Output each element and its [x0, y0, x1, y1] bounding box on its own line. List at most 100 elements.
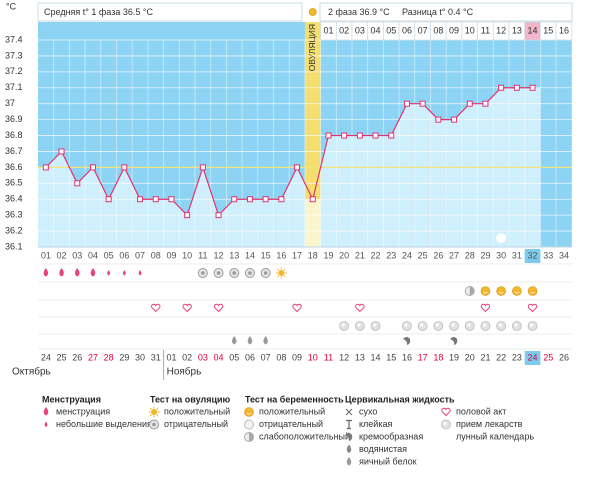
- date-label: 21: [480, 352, 490, 362]
- legend-label: клейкая: [359, 419, 392, 429]
- cycle-day-label: 20: [339, 250, 349, 260]
- day-symbol: [464, 286, 475, 296]
- legend-label: половой акт: [456, 406, 506, 416]
- day-symbol: [402, 321, 412, 331]
- y-tick-label: 36.3: [5, 210, 23, 220]
- day-symbol-part: [498, 323, 502, 327]
- cycle-day-label: 24: [402, 250, 412, 260]
- luteal-day-label: 10: [465, 25, 475, 35]
- date-label: 23: [512, 352, 522, 362]
- legend-title: Менструация: [42, 394, 101, 404]
- day-symbol-part: [247, 336, 253, 345]
- day-symbol-part: [483, 291, 488, 294]
- legend-icon-part: [249, 432, 254, 442]
- day-symbol-part: [496, 233, 507, 243]
- date-label: 29: [119, 352, 129, 362]
- day-symbol-part: [402, 337, 411, 345]
- day-symbol-part: [43, 268, 49, 277]
- day-symbol-part: [283, 275, 286, 278]
- legend-icon: [44, 421, 48, 427]
- luteal-day-label: 13: [512, 25, 522, 35]
- luteal-day-label: 11: [481, 25, 490, 35]
- luteal-day-label: 01: [323, 25, 333, 35]
- day-symbol: [417, 321, 428, 331]
- y-tick-label: 37.4: [5, 34, 23, 44]
- temperature-point: [168, 196, 175, 203]
- legend-icon-part: [156, 414, 159, 417]
- phase1-box: [37, 2, 303, 22]
- temperature-point: [451, 116, 458, 123]
- temperature-point: [388, 132, 395, 139]
- cycle-day-label: 31: [512, 250, 522, 260]
- legend-icon: [149, 419, 159, 430]
- cycle-day-label: 19: [323, 250, 333, 260]
- day-symbol: [480, 286, 491, 296]
- day-symbol: [213, 303, 224, 313]
- day-symbol: [527, 286, 538, 296]
- day-symbol: [402, 337, 411, 345]
- day-symbol-part: [151, 303, 161, 313]
- phase2-box: [319, 2, 573, 22]
- luteal-day-label: 04: [371, 25, 381, 35]
- date-label: 12: [339, 352, 349, 362]
- day-symbol: [339, 321, 350, 331]
- legend-icon: [345, 433, 353, 441]
- day-symbol: [480, 303, 491, 313]
- legend-icon-part: [244, 407, 254, 417]
- cycle-day-label: 32: [528, 250, 538, 260]
- temperature-point: [184, 212, 191, 219]
- legend-icon-part: [345, 433, 353, 441]
- temperature-point: [246, 196, 253, 203]
- temperature-point: [105, 196, 112, 203]
- luteal-day-label: 05: [386, 25, 396, 35]
- temperature-point: [309, 196, 316, 203]
- day-symbol-part: [514, 291, 520, 294]
- day-symbol-part: [467, 323, 471, 327]
- day-symbol-part: [480, 286, 491, 296]
- day-symbol: [151, 303, 161, 313]
- y-tick-label: 36.9: [5, 114, 23, 124]
- day-symbol: [450, 337, 458, 345]
- date-label: 26: [559, 352, 569, 362]
- cycle-day-label: 07: [135, 250, 145, 260]
- cycle-day-label: 08: [151, 250, 161, 260]
- temperature-point: [498, 84, 505, 91]
- day-symbol: [275, 267, 287, 279]
- day-symbol-part: [59, 268, 64, 277]
- day-symbol: [75, 268, 80, 277]
- cycle-day-label: 33: [543, 250, 553, 260]
- legend-label: сухо: [359, 406, 377, 416]
- day-symbol: [244, 268, 255, 278]
- day-symbol-part: [138, 270, 142, 276]
- day-symbol-part: [216, 271, 221, 275]
- luteal-day-label: 12: [496, 25, 506, 35]
- phase1-text: Средняя t° 1 фаза 36.5 °С: [44, 7, 153, 17]
- legend-icon-part: [441, 407, 451, 417]
- cycle-day-label: 23: [386, 250, 396, 260]
- legend-label: прием лекарств: [456, 419, 523, 429]
- y-tick-label: 37.3: [5, 50, 23, 60]
- legend-icon: [441, 432, 451, 442]
- date-label: 02: [182, 352, 192, 362]
- date-label: 22: [496, 352, 506, 362]
- day-symbol-part: [527, 286, 538, 296]
- day-symbol-part: [341, 323, 345, 327]
- luteal-day-label: 06: [402, 25, 412, 35]
- day-symbol: [229, 268, 240, 278]
- temperature-point: [356, 132, 363, 139]
- day-symbol-part: [75, 268, 80, 277]
- temperature-point: [42, 164, 49, 171]
- legend-label: водянистая: [359, 444, 407, 454]
- temperature-point: [325, 132, 332, 139]
- date-label: 25: [57, 352, 67, 362]
- ovulation-column-lower: [304, 199, 321, 247]
- cycle-day-label: 13: [229, 250, 239, 260]
- cycle-day-label: 11: [198, 250, 207, 260]
- luteal-day-label: 07: [418, 25, 428, 35]
- cycle-day-label: 16: [276, 250, 286, 260]
- cycle-day-label: 15: [261, 250, 271, 260]
- cycle-day-label: 21: [355, 250, 365, 260]
- y-tick-label: 37.2: [5, 66, 23, 76]
- cycle-day-label: 14: [245, 250, 255, 260]
